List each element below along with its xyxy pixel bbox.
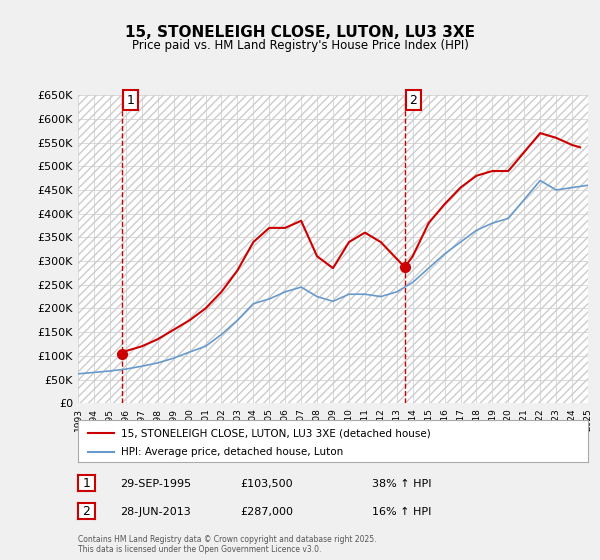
Text: 2: 2 <box>409 94 418 107</box>
Text: HPI: Average price, detached house, Luton: HPI: Average price, detached house, Luto… <box>121 447 344 458</box>
Text: Price paid vs. HM Land Registry's House Price Index (HPI): Price paid vs. HM Land Registry's House … <box>131 39 469 52</box>
Text: £103,500: £103,500 <box>240 479 293 489</box>
Text: 15, STONELEIGH CLOSE, LUTON, LU3 3XE (detached house): 15, STONELEIGH CLOSE, LUTON, LU3 3XE (de… <box>121 428 431 438</box>
Text: 1: 1 <box>82 477 91 490</box>
Text: 15, STONELEIGH CLOSE, LUTON, LU3 3XE: 15, STONELEIGH CLOSE, LUTON, LU3 3XE <box>125 25 475 40</box>
Text: 28-JUN-2013: 28-JUN-2013 <box>120 507 191 517</box>
Text: 1: 1 <box>127 94 134 107</box>
Text: Contains HM Land Registry data © Crown copyright and database right 2025.
This d: Contains HM Land Registry data © Crown c… <box>78 535 377 554</box>
Text: £287,000: £287,000 <box>240 507 293 517</box>
Text: 2: 2 <box>82 505 91 518</box>
Text: 16% ↑ HPI: 16% ↑ HPI <box>372 507 431 517</box>
Text: 29-SEP-1995: 29-SEP-1995 <box>120 479 191 489</box>
Text: 38% ↑ HPI: 38% ↑ HPI <box>372 479 431 489</box>
